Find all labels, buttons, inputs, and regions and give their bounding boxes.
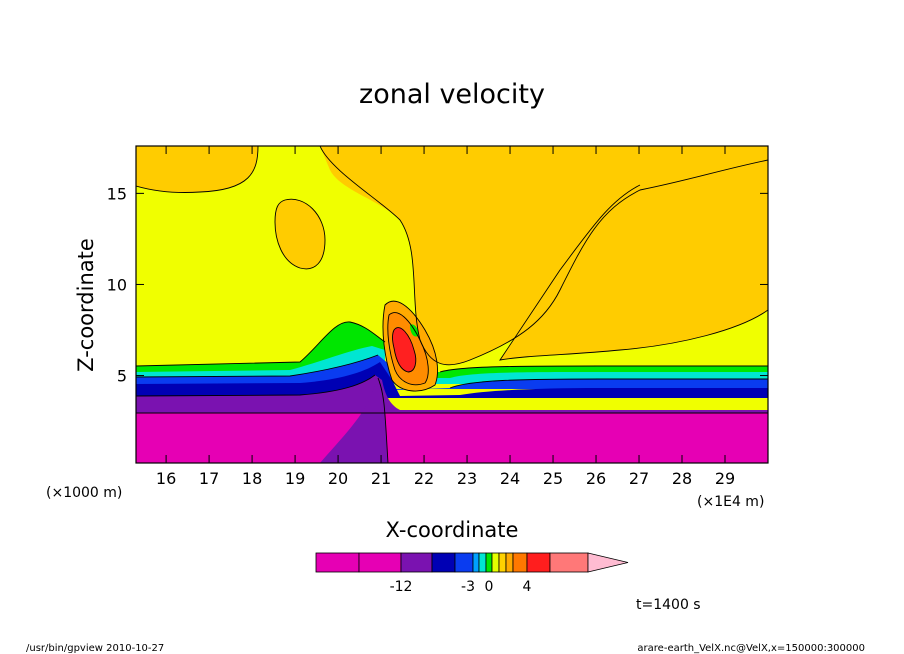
colorbar-tick-label: -3 <box>461 579 475 595</box>
x-tick-label: 29 <box>715 469 735 488</box>
contour-line <box>274 198 326 270</box>
y-axis: 5 10 15 <box>107 184 768 386</box>
region-negative-4 <box>136 355 768 390</box>
region-positive-top-left <box>136 146 258 193</box>
colorbar-segment <box>431 552 456 573</box>
contour-line <box>499 184 768 361</box>
colorbar-segment <box>549 552 589 573</box>
y-tick-label: 10 <box>107 275 127 294</box>
region-negative-3 <box>136 362 768 398</box>
contour-line <box>136 374 376 397</box>
contour-line <box>136 354 379 378</box>
contour-field <box>135 145 769 464</box>
colorbar-segment <box>478 552 487 573</box>
colorbar-segment <box>491 552 500 573</box>
x-tick-label: 21 <box>371 469 391 488</box>
colorbar-tick-label: 0 <box>485 579 494 595</box>
region-negative-2 <box>136 375 768 413</box>
colorbar-extension <box>587 552 629 573</box>
contour-line <box>377 377 389 463</box>
x-tick-label: 23 <box>457 469 477 488</box>
colorbar-segment <box>485 552 493 573</box>
x-tick-label: 25 <box>543 469 563 488</box>
contour-line <box>319 146 768 366</box>
x-tick-label: 26 <box>586 469 606 488</box>
y-axis-label: Z-coordinate <box>74 238 98 372</box>
contour-line <box>136 146 259 193</box>
region-small-negative <box>136 321 768 380</box>
colorbar-segment <box>526 552 551 573</box>
footer-left: /usr/bin/gpview 2010-10-27 <box>26 643 164 654</box>
x-axis: 16 17 18 19 20 21 22 23 24 25 26 27 28 29 <box>156 146 735 488</box>
region-negative-plume <box>320 378 388 463</box>
colorbar-segment <box>512 552 528 573</box>
chart-title: zonal velocity <box>359 79 545 110</box>
colorbar <box>315 552 629 573</box>
region-positive-top-center <box>320 146 768 365</box>
colorbar-segment <box>472 552 480 573</box>
plot-frame <box>135 145 769 464</box>
colorbar-segment <box>454 552 474 573</box>
y-tick-label: 5 <box>117 367 127 386</box>
x-tick-label: 24 <box>500 469 520 488</box>
colorbar-segment <box>505 552 514 573</box>
colorbar-segment <box>358 552 402 573</box>
contour-line <box>392 327 417 373</box>
colorbar-ticks: -12 -3 0 4 <box>390 579 532 595</box>
footer-right: arare-earth_VelX.nc@VelX,x=150000:300000 <box>637 643 865 654</box>
colorbar-tick-label: -12 <box>390 579 413 595</box>
contour-line <box>449 378 768 389</box>
colorbar-tick-label: 4 <box>523 579 532 595</box>
colorbar-segment <box>498 552 507 573</box>
x-tick-label: 16 <box>156 469 176 488</box>
x-offset-label: (×1000 m) <box>46 485 122 501</box>
region-pos-3 <box>392 327 416 372</box>
x-tick-label: 27 <box>629 469 649 488</box>
region-deep-negative <box>136 413 768 463</box>
region-positive-right <box>500 160 768 360</box>
x-tick-label: 28 <box>672 469 692 488</box>
x-axis-label: X-coordinate <box>386 518 519 542</box>
contour-line <box>439 365 768 373</box>
colorbar-segment <box>315 552 360 573</box>
contour-line <box>382 300 438 392</box>
x-tick-label: 20 <box>328 469 348 488</box>
x-tick-label: 17 <box>199 469 219 488</box>
region-near-zero-negative <box>136 346 768 384</box>
colorbar-segment <box>400 552 433 573</box>
y-tick-label: 15 <box>107 184 127 203</box>
x-units-label: (×1E4 m) <box>697 494 764 510</box>
x-tick-label: 18 <box>242 469 262 488</box>
x-tick-label: 19 <box>285 469 305 488</box>
contour-line <box>387 312 429 386</box>
time-label: t=1400 s <box>636 597 701 613</box>
x-tick-label: 22 <box>414 469 434 488</box>
contour-line <box>136 321 386 367</box>
region-positive-oval <box>275 199 325 269</box>
